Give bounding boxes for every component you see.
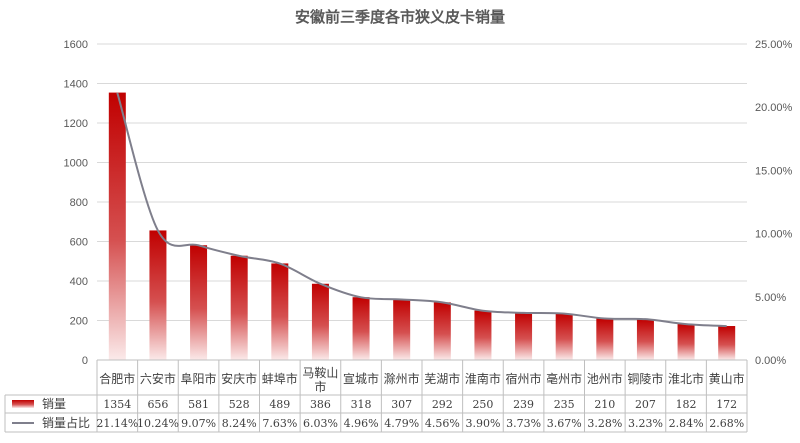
bar xyxy=(596,318,614,360)
category-label: 宣城市 xyxy=(343,371,379,386)
category-label: 阜阳市 xyxy=(181,371,217,386)
chart-title: 安徽前三季度各市狭义皮卡销量 xyxy=(295,8,505,26)
bar xyxy=(271,263,289,360)
y2-tick-label: 5.00% xyxy=(755,292,786,304)
value-cell: 386 xyxy=(310,398,331,411)
percent-cell: 21.14% xyxy=(96,417,138,430)
value-cell: 292 xyxy=(432,398,453,411)
value-cell: 182 xyxy=(676,398,697,411)
category-label: 宿州市 xyxy=(506,371,542,386)
y-tick-label: 0 xyxy=(82,355,88,367)
percent-cell: 7.63% xyxy=(262,417,297,430)
y-tick-label: 400 xyxy=(70,276,88,288)
percent-cell: 4.79% xyxy=(384,417,419,430)
percent-cell: 10.24% xyxy=(137,417,179,430)
value-cell: 307 xyxy=(391,398,412,411)
y-tick-label: 1600 xyxy=(64,39,88,51)
category-label: 六安市 xyxy=(140,371,176,386)
y-tick-label: 1200 xyxy=(64,118,88,130)
percent-cell: 4.56% xyxy=(425,417,460,430)
line-series xyxy=(116,92,727,328)
category-label: 铜陵市 xyxy=(627,371,663,386)
y2-tick-label: 25.00% xyxy=(755,39,793,51)
percent-cell: 9.07% xyxy=(181,417,216,430)
y2-tick-label: 0.00% xyxy=(755,355,786,367)
bar xyxy=(555,313,573,360)
y-axis-left: 0 200 400 600 800 1000 1200 1400 1600 xyxy=(64,39,88,367)
percent-cell: 2.68% xyxy=(709,417,744,430)
bar xyxy=(515,312,533,360)
bar xyxy=(190,245,208,360)
value-cell: 207 xyxy=(635,398,656,411)
percent-cell: 2.84% xyxy=(669,417,704,430)
value-cell: 172 xyxy=(716,398,737,411)
value-cell: 318 xyxy=(351,398,372,411)
legend-label: 销量 xyxy=(42,397,66,411)
y-tick-label: 1000 xyxy=(64,158,88,170)
y-tick-label: 200 xyxy=(70,316,88,328)
bar xyxy=(718,326,736,360)
category-label: 安庆市 xyxy=(221,371,257,386)
percentage-line xyxy=(116,92,727,328)
value-cell: 239 xyxy=(513,398,534,411)
y2-tick-label: 15.00% xyxy=(755,165,793,177)
category-label: 滁州市 xyxy=(384,371,420,386)
category-label-line: 市 xyxy=(314,379,326,394)
category-label: 芜湖市 xyxy=(424,371,460,386)
y-axis-right: 0.00% 5.00% 10.00% 15.00% 20.00% 25.00% xyxy=(755,39,793,367)
legend-label: 销量占比 xyxy=(42,415,90,430)
category-label-line: 马鞍山 xyxy=(302,365,338,380)
value-cell: 581 xyxy=(188,398,209,411)
bar xyxy=(352,297,370,360)
bar xyxy=(230,255,248,360)
y-tick-label: 600 xyxy=(70,237,88,249)
bar xyxy=(474,310,492,360)
category-label: 黄山市 xyxy=(709,371,745,386)
percent-cell: 6.03% xyxy=(303,417,338,430)
category-label: 淮南市 xyxy=(465,371,501,386)
bar xyxy=(677,324,695,360)
percent-cell: 8.24% xyxy=(222,417,257,430)
percent-cell: 3.90% xyxy=(465,417,500,430)
category-label: 蚌埠市 xyxy=(262,371,298,386)
percent-cell: 3.23% xyxy=(628,417,663,430)
legend-bar-key xyxy=(12,400,34,408)
y-tick-label: 1400 xyxy=(64,79,88,91)
bar xyxy=(108,92,126,361)
bar xyxy=(433,302,451,360)
y2-tick-label: 10.00% xyxy=(755,229,793,241)
percent-cell: 3.28% xyxy=(587,417,622,430)
y2-tick-label: 20.00% xyxy=(755,102,793,114)
bar xyxy=(149,230,167,360)
percent-cell: 4.96% xyxy=(344,417,379,430)
bar xyxy=(393,299,411,360)
category-label: 淮北市 xyxy=(668,371,704,386)
bar xyxy=(311,283,329,360)
value-cell: 250 xyxy=(472,398,493,411)
value-cell: 235 xyxy=(554,398,575,411)
bar-series xyxy=(108,92,736,361)
percent-cell: 3.67% xyxy=(547,417,582,430)
category-label: 合肥市 xyxy=(99,371,135,386)
value-cell: 1354 xyxy=(103,398,131,411)
y-tick-label: 800 xyxy=(70,197,88,209)
value-cell: 656 xyxy=(147,398,168,411)
value-cell: 210 xyxy=(594,398,615,411)
value-cell: 489 xyxy=(269,398,290,411)
bar xyxy=(636,319,654,360)
category-label: 池州市 xyxy=(587,371,623,386)
percent-cell: 3.73% xyxy=(506,417,541,430)
category-label: 亳州市 xyxy=(546,371,582,386)
value-cell: 528 xyxy=(229,398,250,411)
